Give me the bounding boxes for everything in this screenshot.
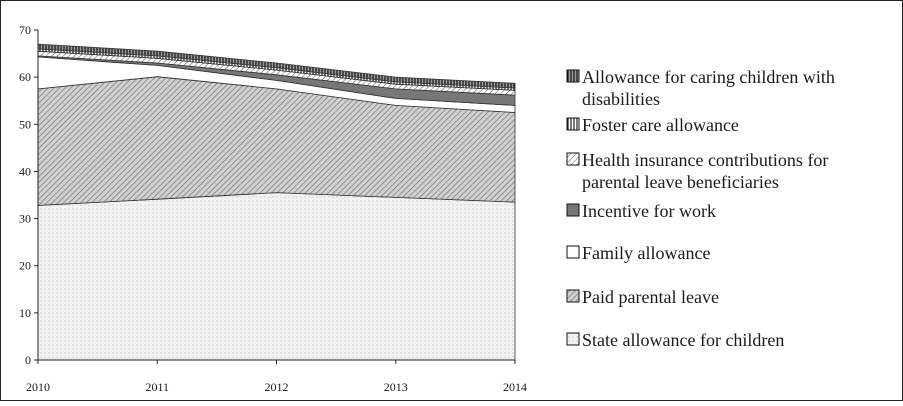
- legend-label: parental leave beneficiaries: [582, 172, 779, 192]
- area-series-1: [37, 192, 516, 361]
- y-tick-label: 50: [19, 117, 31, 131]
- x-tick-label: 2011: [145, 380, 169, 394]
- legend-label: Foster care allowance: [582, 115, 739, 135]
- legend-swatch: [566, 332, 580, 346]
- legend-label: Family allowance: [582, 243, 710, 263]
- x-tick-label: 2010: [26, 380, 50, 394]
- legend-label: disabilities: [582, 89, 660, 109]
- x-tick-label: 2014: [503, 380, 527, 394]
- legend-swatch: [566, 117, 580, 131]
- axes-group: 0 10 20 30 40 50 60 70 2010 2011 2012 2013 2014: [19, 23, 527, 394]
- legend-label: Allowance for caring children with: [582, 67, 835, 87]
- y-tick-label: 0: [25, 353, 31, 367]
- legend-label: Health insurance contributions for: [582, 150, 828, 170]
- legend-swatch: [566, 69, 580, 83]
- y-tick-label: 30: [19, 212, 31, 226]
- y-tick-label: 40: [19, 164, 31, 178]
- y-tick-label: 60: [19, 70, 31, 84]
- x-tick-label: 2013: [384, 380, 408, 394]
- y-tick-label: 10: [19, 306, 31, 320]
- legend-label: State allowance for children: [582, 330, 784, 350]
- legend-label: Paid parental leave: [582, 287, 719, 307]
- legend-label: Incentive for work: [582, 201, 716, 221]
- y-tick-label: 70: [19, 23, 31, 37]
- legend-swatch: [566, 152, 580, 166]
- legend-swatch: [566, 289, 580, 303]
- area-series-7: [37, 43, 516, 89]
- legend: Allowance for caring children withdisabi…: [566, 67, 835, 350]
- legend-swatch: [566, 245, 580, 259]
- y-tick-label: 20: [19, 259, 31, 273]
- area-series-group: [37, 43, 516, 361]
- legend-swatch: [566, 203, 580, 217]
- x-tick-label: 2012: [265, 380, 289, 394]
